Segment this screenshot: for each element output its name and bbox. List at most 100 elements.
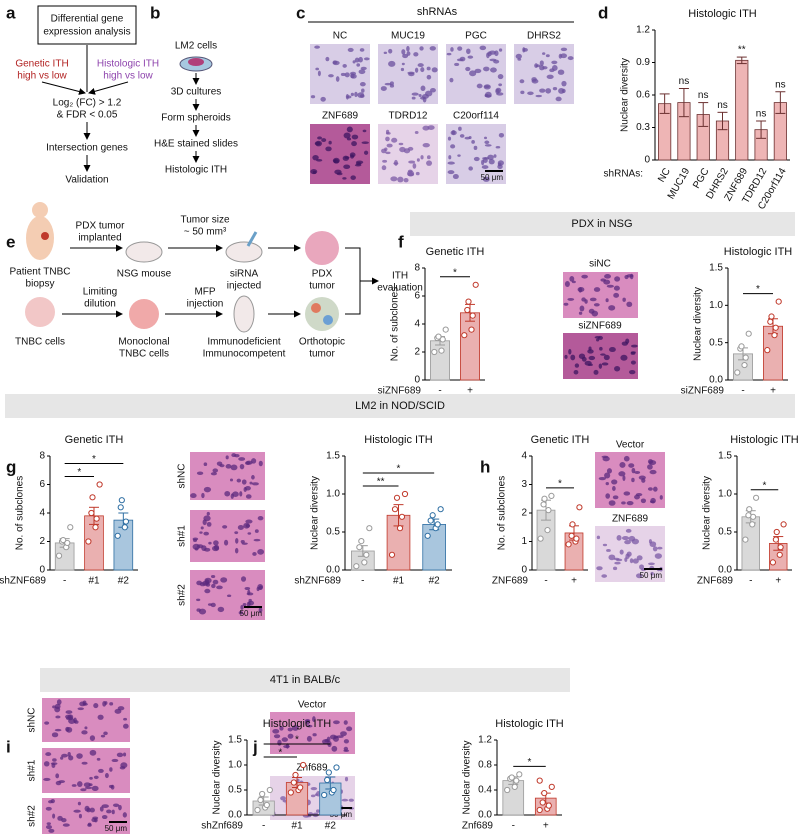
nucleus xyxy=(542,66,548,70)
significance: * xyxy=(453,267,457,278)
nucleus xyxy=(198,608,207,615)
nucleus xyxy=(190,493,197,499)
chart-title: Histologic ITH xyxy=(364,434,433,446)
data-point xyxy=(742,354,749,361)
nucleus xyxy=(317,136,323,140)
nucleus xyxy=(417,63,424,68)
nucleus xyxy=(535,94,542,98)
y-tick-label: 0 xyxy=(521,565,527,576)
nucleus xyxy=(426,74,432,80)
nucleus xyxy=(114,708,122,714)
step: Histologic ITH xyxy=(165,165,227,176)
data-point xyxy=(749,521,756,528)
data-point xyxy=(393,494,401,501)
data-point xyxy=(734,369,741,376)
genetic: Genetic ITH xyxy=(15,59,68,70)
x-tick-label: - xyxy=(512,821,515,832)
nucleus xyxy=(488,50,496,55)
y-tick-label: 0.9 xyxy=(636,57,650,68)
nucleus xyxy=(356,63,361,67)
significance: ns xyxy=(698,90,709,101)
nucleus xyxy=(210,574,216,579)
nucleus xyxy=(600,353,606,356)
nucleus xyxy=(306,735,312,742)
data-point xyxy=(297,784,304,791)
nucleus xyxy=(589,297,597,302)
nucleus xyxy=(625,338,630,344)
nucleus xyxy=(89,749,97,756)
nucleus xyxy=(551,60,558,65)
nucleus xyxy=(493,154,497,158)
nucleus xyxy=(605,493,611,499)
nucleus xyxy=(467,55,474,59)
nucleus xyxy=(194,547,199,551)
y-tick-label: 0.4 xyxy=(478,785,492,796)
nucleus xyxy=(240,576,247,582)
nucleus xyxy=(89,735,96,742)
nucleus xyxy=(522,47,528,52)
y-tick-label: 1.2 xyxy=(478,735,492,746)
nucleus xyxy=(287,727,293,732)
header: 4T1 in BALB/c xyxy=(270,674,341,686)
nucleus xyxy=(99,806,104,812)
x-tick-label: - xyxy=(262,821,265,832)
y-tick-label: 1.0 xyxy=(326,489,340,500)
x-tick-label: - xyxy=(741,386,744,397)
nucleus xyxy=(336,735,344,739)
chart-title: Genetic ITH xyxy=(531,434,590,446)
nucleus xyxy=(346,726,353,732)
nucleus xyxy=(344,776,349,782)
x-tick-label: - xyxy=(438,386,441,397)
nucleus xyxy=(45,824,53,830)
data-point xyxy=(576,504,583,511)
nucleus xyxy=(358,56,363,63)
nucleus xyxy=(624,557,628,563)
nucleus xyxy=(603,354,610,361)
mouse-icon xyxy=(225,241,263,263)
nucleus xyxy=(431,67,438,73)
nucleus xyxy=(341,798,349,802)
panel-letters: a b c d e f g h i j xyxy=(6,3,608,756)
y-tick-label: 6 xyxy=(39,479,45,490)
nucleus xyxy=(634,470,641,474)
nucleus xyxy=(629,273,634,280)
panel-letter: h xyxy=(480,457,490,476)
nucleus xyxy=(258,607,263,614)
nucleus xyxy=(54,703,61,710)
nucleus xyxy=(561,80,567,87)
nucleus xyxy=(648,562,655,566)
nucleus xyxy=(638,475,646,480)
bar xyxy=(735,59,749,161)
nucleus xyxy=(122,812,127,818)
y-axis-label: No. of subclones xyxy=(15,476,26,551)
data-point xyxy=(89,494,96,501)
nucleus xyxy=(359,81,366,87)
nucleus xyxy=(116,752,124,758)
data-point xyxy=(513,777,520,784)
nucleus xyxy=(51,763,56,769)
label: MFP xyxy=(194,287,215,298)
step: 3D cultures xyxy=(171,87,222,98)
nucleus xyxy=(411,92,419,96)
data-point xyxy=(121,524,128,531)
nucleus xyxy=(420,67,425,73)
nucleus xyxy=(581,356,587,362)
nucleus xyxy=(422,142,430,148)
data-point xyxy=(745,330,752,337)
nucleus xyxy=(389,81,394,86)
nucleus xyxy=(481,165,489,169)
nucleus xyxy=(273,734,281,739)
image-label: Vector xyxy=(616,440,645,451)
y-tick-label: 0.0 xyxy=(228,810,242,821)
nucleus xyxy=(629,370,636,375)
data-point xyxy=(117,504,124,511)
nucleus xyxy=(45,806,52,811)
panel-letter: d xyxy=(598,3,608,22)
nucleus xyxy=(381,148,387,154)
nucleus xyxy=(51,732,59,738)
nucleus xyxy=(621,536,630,541)
nucleus xyxy=(394,159,398,166)
header: shRNAs xyxy=(417,6,458,18)
nucleus xyxy=(629,558,634,564)
nucleus xyxy=(112,803,120,808)
